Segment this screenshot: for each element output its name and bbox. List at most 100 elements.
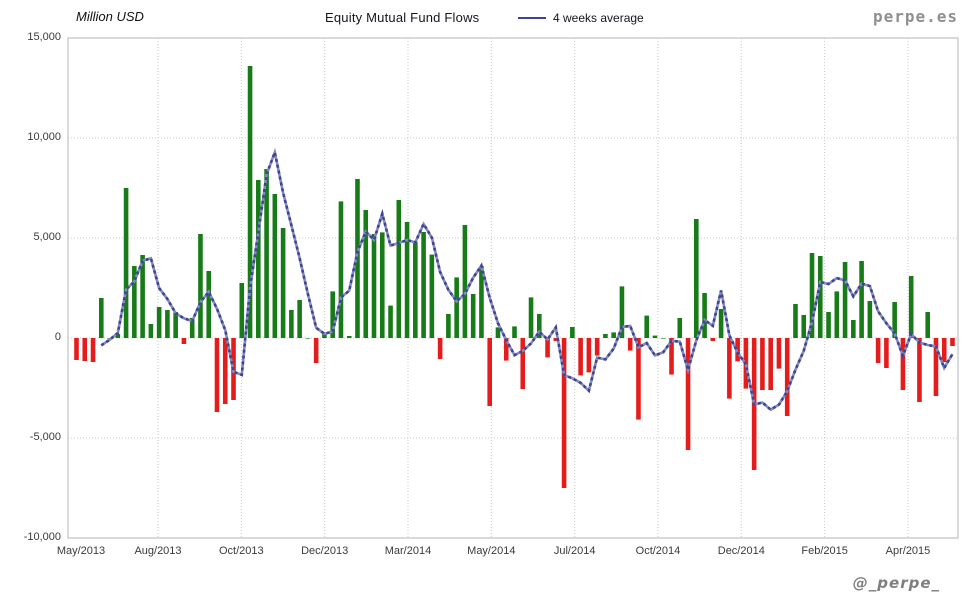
flow-bar <box>586 338 592 373</box>
flow-bar <box>867 301 873 338</box>
flow-bar <box>793 304 798 338</box>
flow-bar <box>280 228 286 338</box>
flow-bar <box>908 276 914 338</box>
flow-bar <box>289 310 294 338</box>
flow-bar <box>817 256 823 338</box>
flow-bar <box>140 255 145 338</box>
flow-bar <box>198 234 203 338</box>
flow-bar <box>859 261 864 338</box>
legend: 4 weeks average <box>518 10 644 26</box>
flow-bar <box>330 291 335 338</box>
flow-bar <box>644 315 650 338</box>
x-tick-label: Oct/2013 <box>219 545 264 557</box>
x-tick-label: Dec/2013 <box>301 545 349 557</box>
flow-bar <box>214 338 220 412</box>
x-tick-label: Apr/2015 <box>885 545 931 557</box>
flow-bar <box>239 283 245 338</box>
x-tick-label: Feb/2015 <box>801 545 848 557</box>
flow-bar <box>636 338 641 420</box>
flow-bar <box>875 338 881 363</box>
x-tick-label: May/2013 <box>56 545 106 557</box>
flow-bar <box>115 334 121 338</box>
flow-bar <box>710 338 716 341</box>
x-tick-label: Mar/2014 <box>384 545 432 557</box>
flow-bar <box>363 210 369 338</box>
x-tick-label: May/2014 <box>467 545 516 557</box>
moving-average-line-stripe <box>100 147 954 412</box>
watermark-handle: @_perpe_ <box>852 574 940 592</box>
flow-bar <box>156 307 162 338</box>
flow-bar <box>611 332 616 338</box>
flow-bar <box>520 338 526 389</box>
flow-bar <box>222 338 228 404</box>
flow-bar <box>933 338 939 396</box>
flow-bar <box>413 242 418 338</box>
watermark-site: perpe.es <box>872 7 958 26</box>
flow-bar <box>148 324 154 338</box>
flow-bar <box>437 338 443 359</box>
flow-bar <box>702 293 707 338</box>
y-tick-label: -5,000 <box>29 431 61 443</box>
flow-bar <box>941 338 947 362</box>
flow-bar <box>173 312 178 338</box>
flow-bar <box>627 338 633 351</box>
flow-bar <box>892 302 897 338</box>
flow-bar <box>429 254 435 338</box>
flow-bar <box>884 338 889 368</box>
flow-bar <box>495 327 501 338</box>
flow-bar <box>718 309 724 338</box>
flow-bar <box>90 338 96 362</box>
flow-bar <box>479 266 484 338</box>
flow-bar <box>346 336 352 338</box>
flow-bar <box>206 271 212 338</box>
x-tick-label: Jul/2014 <box>553 545 596 557</box>
flow-bar <box>503 338 509 361</box>
flow-bar <box>74 338 79 360</box>
x-tick-label: Aug/2013 <box>134 545 182 557</box>
flow-bar <box>545 338 550 358</box>
flow-bar <box>487 338 493 406</box>
flow-bar <box>322 334 327 338</box>
flow-bar <box>603 334 608 338</box>
flow-bar <box>272 194 278 338</box>
flow-bar <box>338 201 344 338</box>
flow-bar <box>578 338 583 376</box>
flow-bar <box>809 253 815 338</box>
flow-bar <box>842 262 848 338</box>
flow-bar <box>470 294 476 338</box>
flow-bar <box>379 232 385 338</box>
flow-bar <box>396 200 402 338</box>
flow-bar <box>98 298 104 338</box>
flow-bar <box>776 338 782 369</box>
flow-bar <box>388 305 393 338</box>
flow-bar <box>404 222 410 338</box>
flow-bar <box>660 338 666 339</box>
y-tick-label: 15,000 <box>27 31 61 43</box>
y-tick-label: 5,000 <box>33 231 61 243</box>
flow-bar <box>247 66 253 338</box>
legend-line-swatch <box>518 17 546 19</box>
y-tick-label: 10,000 <box>27 131 61 143</box>
flow-bar <box>313 338 319 363</box>
flow-bar <box>900 338 906 390</box>
flow-bar <box>594 338 600 356</box>
flow-bar <box>536 314 542 338</box>
flow-bar <box>834 291 840 338</box>
chart-title: Equity Mutual Fund Flows <box>325 10 480 25</box>
weekly-flow-bars <box>74 66 955 488</box>
legend-label: 4 weeks average <box>553 11 644 25</box>
flow-bar <box>925 312 931 338</box>
flow-bar <box>570 327 575 338</box>
y-tick-label: -10,000 <box>23 531 61 543</box>
flow-bar <box>165 310 170 338</box>
flow-bar <box>82 338 88 361</box>
flow-bar <box>528 297 534 338</box>
flow-bar <box>950 338 955 346</box>
x-tick-label: Oct/2014 <box>635 545 681 557</box>
flow-bar <box>553 338 559 341</box>
flow-bar <box>305 338 311 339</box>
flow-bar <box>264 169 269 338</box>
flow-bar <box>727 338 732 399</box>
